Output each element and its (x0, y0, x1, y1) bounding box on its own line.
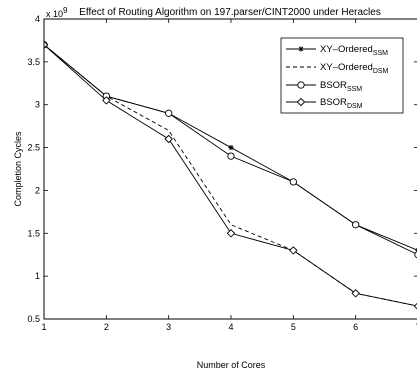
data-point-bsor-ssm (289, 178, 297, 186)
data-point-bsor-ssm (165, 109, 173, 117)
y-tick-label: 1 (35, 271, 40, 281)
x-tick-label: 1 (41, 322, 46, 332)
y-tick-label: 0.5 (27, 314, 40, 324)
data-point-bsor-ssm (414, 251, 417, 259)
x-tick-label: 7 (415, 322, 417, 332)
legend-item-xy-ordered-dsm: XY–OrderedDSM (286, 62, 389, 75)
x-tick-label: 6 (353, 322, 358, 332)
chart-title: Effect of Routing Algorithm on 197.parse… (79, 7, 381, 18)
legend-marker (296, 97, 306, 107)
legend-label: XY–OrderedDSM (320, 62, 389, 75)
y-tick-label: 3 (35, 100, 40, 110)
data-point-bsor-dsm (44, 40, 49, 49)
y-tick-label: 4 (35, 14, 40, 24)
y-axis-label: Completion Cycles (13, 131, 23, 207)
legend-label: BSORSSM (320, 80, 362, 93)
x-tick-label: 4 (228, 322, 233, 332)
legend-item-xy-ordered-ssm: XY–OrderedSSM (286, 44, 388, 57)
legend-label: BSORDSM (320, 97, 363, 110)
x-axis-label: Number of Cores (197, 360, 266, 370)
data-point-bsor-dsm (413, 302, 417, 310)
x-tick-label: 2 (104, 322, 109, 332)
y-tick-label: 2.5 (27, 143, 40, 153)
data-point-bsor-ssm (352, 221, 360, 229)
y-tick-label: 1.5 (27, 228, 40, 238)
y-exponent-label: x 109 (46, 6, 68, 19)
data-point-bsor-dsm (164, 134, 173, 144)
data-point-bsor-ssm (227, 152, 235, 160)
plot-frame (43, 18, 417, 320)
legend-label: XY–OrderedSSM (320, 44, 388, 57)
legend-marker (298, 46, 304, 52)
legend: XY–OrderedSSM XY–OrderedDSM BSORSSM BSORDSM (280, 37, 404, 114)
data-point-bsor-dsm (102, 96, 111, 105)
y-tick-label: 2 (35, 185, 40, 195)
legend-marker (297, 81, 305, 89)
series-layer (44, 40, 417, 310)
data-point-bsor-dsm (226, 229, 236, 238)
x-tick-label: 3 (166, 322, 171, 332)
tick-labels: 12345670.511.522.533.54 (27, 14, 417, 332)
data-point-bsor-dsm (289, 246, 298, 255)
legend-item-bsor-dsm: BSORDSM (286, 97, 363, 110)
x-tick-label: 5 (291, 322, 296, 332)
data-point-xy-ordered-ssm (228, 144, 234, 151)
series-bsor-ssm (44, 41, 417, 259)
series-bsor-dsm (44, 40, 417, 310)
legend-item-bsor-ssm: BSORSSM (286, 80, 362, 93)
y-tick-label: 3.5 (27, 57, 40, 67)
data-point-bsor-dsm (351, 289, 360, 298)
